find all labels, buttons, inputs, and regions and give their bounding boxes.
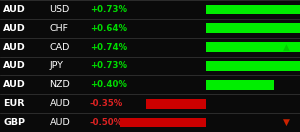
Text: CHF: CHF	[50, 24, 68, 33]
Bar	[206, 80, 274, 90]
Text: ▲: ▲	[283, 43, 290, 52]
Bar	[206, 61, 300, 71]
Text: +0.73%: +0.73%	[90, 62, 127, 70]
Text: USD: USD	[50, 5, 70, 14]
Text: AUD: AUD	[3, 5, 26, 14]
Text: ▼: ▼	[283, 118, 290, 127]
Bar	[120, 118, 206, 128]
Text: +0.40%: +0.40%	[90, 80, 127, 89]
Text: AUD: AUD	[50, 99, 70, 108]
Text: +0.73%: +0.73%	[90, 5, 127, 14]
Text: AUD: AUD	[50, 118, 70, 127]
Text: AUD: AUD	[3, 43, 26, 52]
Text: +0.64%: +0.64%	[90, 24, 127, 33]
Text: GBP: GBP	[3, 118, 25, 127]
Text: +0.74%: +0.74%	[90, 43, 127, 52]
Text: NZD: NZD	[50, 80, 70, 89]
Bar	[206, 42, 300, 52]
Text: -0.50%: -0.50%	[90, 118, 123, 127]
Text: AUD: AUD	[3, 24, 26, 33]
Text: JPY: JPY	[50, 62, 64, 70]
Text: EUR: EUR	[3, 99, 25, 108]
Bar	[146, 99, 206, 109]
Text: CAD: CAD	[50, 43, 70, 52]
Text: AUD: AUD	[3, 62, 26, 70]
Text: AUD: AUD	[3, 80, 26, 89]
Bar	[206, 23, 300, 33]
Bar	[206, 4, 300, 14]
Text: -0.35%: -0.35%	[90, 99, 123, 108]
